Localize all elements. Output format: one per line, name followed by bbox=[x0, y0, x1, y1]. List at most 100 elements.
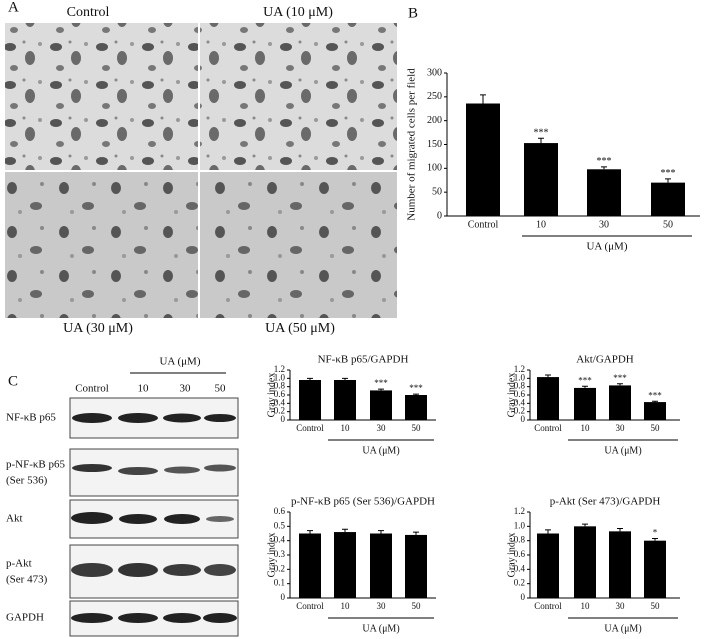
chart-title: p-Akt (Ser 473)/GAPDH bbox=[550, 496, 661, 508]
bar bbox=[466, 103, 500, 216]
blot-bands bbox=[71, 413, 237, 623]
bar bbox=[370, 533, 392, 598]
blot-group-label: UA (μM) bbox=[159, 356, 200, 368]
x-tick-label: 50 bbox=[412, 423, 422, 433]
panel-label: B bbox=[408, 5, 418, 21]
x-tick-label: 30 bbox=[377, 601, 387, 611]
y-tick-label: 0 bbox=[521, 592, 526, 602]
error-bar bbox=[342, 377, 348, 380]
y-tick-label: 1.2 bbox=[514, 506, 525, 516]
lane-label: 10 bbox=[138, 383, 150, 395]
panel-label: A bbox=[8, 0, 19, 15]
y-tick-label: 1.2 bbox=[274, 364, 285, 374]
bar bbox=[651, 182, 685, 216]
bar bbox=[574, 526, 596, 598]
x-tick-label: 10 bbox=[536, 219, 546, 230]
error-bar bbox=[601, 166, 607, 170]
y-axis-label: Gray index bbox=[506, 373, 517, 418]
y-tick-label: 0.6 bbox=[274, 389, 286, 399]
x-group-label: UA (μM) bbox=[362, 445, 399, 456]
significance: *** bbox=[374, 378, 388, 388]
x-tick-label: 30 bbox=[616, 601, 626, 611]
x-group-label: UA (μM) bbox=[362, 623, 399, 634]
significance: *** bbox=[409, 383, 423, 393]
error-bar bbox=[307, 377, 313, 380]
x-tick-label: 10 bbox=[581, 423, 591, 433]
lane-label: 50 bbox=[215, 383, 227, 395]
y-tick-label: 0 bbox=[437, 210, 442, 221]
chart-title: NF-κB p65/GAPDH bbox=[318, 354, 409, 366]
y-tick-label: 0.8 bbox=[274, 381, 286, 391]
bar bbox=[537, 377, 559, 420]
lane-label: Control bbox=[75, 383, 109, 395]
micrograph-label: UA (10 μM) bbox=[263, 5, 333, 20]
y-tick-label: 0.2 bbox=[514, 578, 525, 588]
y-axis-label: Gray index bbox=[266, 533, 277, 578]
significance: *** bbox=[613, 373, 627, 383]
y-axis-label: Number of migrated cells per field bbox=[406, 68, 418, 221]
y-axis-label: Gray index bbox=[506, 533, 517, 578]
error-bar bbox=[480, 94, 486, 104]
y-tick-label: 0.3 bbox=[274, 549, 286, 559]
error-bar bbox=[413, 393, 419, 395]
y-axis-label: Gray index bbox=[266, 373, 277, 418]
error-bar bbox=[665, 178, 671, 183]
micrograph-label: UA (30 μM) bbox=[63, 321, 133, 336]
bar bbox=[609, 385, 631, 420]
bar bbox=[334, 380, 356, 420]
significance: *** bbox=[648, 390, 662, 400]
y-tick-label: 0.8 bbox=[514, 535, 526, 545]
y-tick-label: 0.5 bbox=[274, 520, 286, 530]
x-tick-label: Control bbox=[534, 423, 562, 433]
significance: *** bbox=[578, 375, 592, 385]
x-tick-label: 30 bbox=[599, 219, 609, 230]
x-tick-label: 10 bbox=[581, 601, 591, 611]
bar bbox=[299, 533, 321, 598]
error-bar bbox=[582, 385, 588, 388]
significance: *** bbox=[597, 156, 612, 167]
bar bbox=[405, 534, 427, 598]
blot-row-label: p-NF-κB p65 bbox=[6, 459, 66, 471]
micrograph-label: Control bbox=[67, 5, 110, 20]
y-tick-label: 0.6 bbox=[514, 389, 526, 399]
y-tick-label: 300 bbox=[427, 67, 442, 78]
error-bar bbox=[652, 538, 658, 541]
error-bar bbox=[652, 400, 658, 403]
error-bar bbox=[342, 528, 348, 533]
error-bar bbox=[378, 388, 384, 391]
lane-label: 30 bbox=[180, 383, 192, 395]
y-tick-label: 0.6 bbox=[514, 549, 526, 559]
error-bar bbox=[307, 530, 313, 534]
bar bbox=[299, 380, 321, 420]
bar bbox=[587, 169, 621, 216]
bar bbox=[334, 532, 356, 598]
blot-row-label: NF-κB p65 bbox=[6, 412, 56, 424]
x-group-label: UA (μM) bbox=[586, 241, 627, 253]
y-tick-label: 0.4 bbox=[514, 397, 526, 407]
y-tick-label: 200 bbox=[427, 115, 442, 126]
y-tick-label: 0.8 bbox=[514, 381, 526, 391]
bar bbox=[370, 390, 392, 420]
micrograph bbox=[200, 172, 397, 318]
error-bar bbox=[582, 523, 588, 527]
x-tick-label: 30 bbox=[616, 423, 626, 433]
y-tick-label: 1.0 bbox=[514, 520, 526, 530]
y-tick-label: 100 bbox=[427, 163, 442, 174]
y-tick-label: 0.2 bbox=[274, 406, 285, 416]
y-tick-label: 0.2 bbox=[274, 563, 285, 573]
x-tick-label: 50 bbox=[651, 423, 661, 433]
significance: *** bbox=[534, 128, 549, 139]
y-tick-label: 1.0 bbox=[274, 372, 286, 382]
y-tick-label: 0 bbox=[281, 414, 286, 424]
bar bbox=[405, 395, 427, 420]
y-tick-label: 1.2 bbox=[514, 364, 525, 374]
micrograph bbox=[200, 23, 397, 170]
bar bbox=[574, 387, 596, 420]
blot-row-label: GAPDH bbox=[6, 612, 44, 624]
micrograph-label: UA (50 μM) bbox=[265, 321, 335, 336]
blot-row-label: (Ser 536) bbox=[6, 475, 48, 487]
y-tick-label: 0.4 bbox=[514, 563, 526, 573]
y-tick-label: 50 bbox=[432, 186, 442, 197]
y-tick-label: 0.6 bbox=[274, 506, 286, 516]
